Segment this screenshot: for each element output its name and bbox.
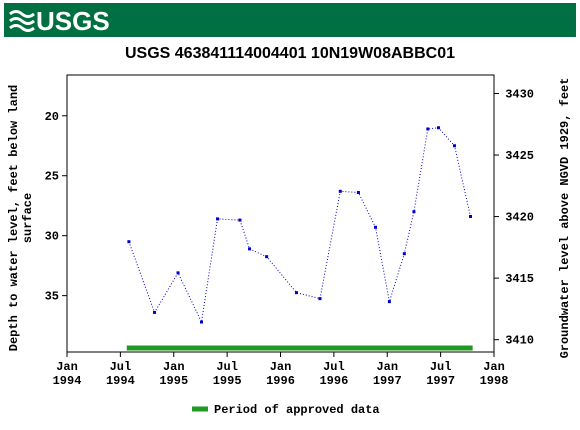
x-tick-label: Jan 1997	[373, 360, 402, 388]
x-tick-label: Jul 1995	[213, 360, 242, 388]
x-tick-label: Jul 1994	[106, 360, 135, 388]
logo-waves	[9, 10, 35, 32]
y-tick-label: 20	[45, 110, 59, 124]
data-point	[295, 291, 299, 295]
data-point	[200, 320, 204, 324]
y-tick-label: 25	[45, 170, 59, 184]
data-point	[216, 217, 220, 221]
data-point	[318, 297, 322, 301]
data-point	[426, 127, 430, 131]
x-tick-label: Jan 1996	[266, 360, 295, 388]
x-tick-label: Jan 1994	[53, 360, 82, 388]
data-point	[374, 225, 378, 229]
data-point	[402, 252, 406, 256]
data-point	[436, 126, 440, 130]
data-point	[176, 271, 180, 275]
x-tick-label: Jul 1996	[319, 360, 348, 388]
x-tick-label: Jul 1997	[426, 360, 455, 388]
data-point	[356, 191, 360, 195]
x-tick-label: Jan 1998	[480, 360, 509, 388]
y2-tick-label: 3425	[505, 149, 534, 163]
data-point	[412, 210, 416, 214]
data-point	[265, 255, 269, 259]
y2-tick-label: 3420	[505, 211, 534, 225]
header-bar	[4, 3, 576, 37]
y-tick-label: 30	[45, 230, 59, 244]
data-point	[387, 300, 391, 304]
y2-axis-label: Groundwater level above NGVD 1929, feet	[558, 78, 572, 359]
plot-frame	[66, 74, 495, 353]
logo: USGS	[36, 6, 110, 36]
x-tick-label: Jan 1995	[159, 360, 188, 388]
y2-tick-label: 3430	[505, 87, 534, 101]
legend-label: Period of approved data	[214, 403, 380, 417]
y2-tick-label: 3410	[505, 334, 534, 348]
data-point	[238, 218, 242, 222]
data-line	[128, 127, 472, 324]
data-point	[248, 247, 252, 251]
data-point	[127, 240, 131, 244]
data-point	[469, 214, 473, 218]
data-point	[153, 310, 157, 314]
data-point	[338, 189, 342, 193]
y-axis-label: Depth to water level, feet below landsur…	[7, 85, 35, 351]
y-tick-label: 35	[45, 290, 59, 304]
data-point	[453, 144, 457, 148]
y2-tick-label: 3415	[505, 272, 534, 286]
chart-title: USGS 463841114004401 10N19W08ABBC01	[125, 45, 455, 62]
